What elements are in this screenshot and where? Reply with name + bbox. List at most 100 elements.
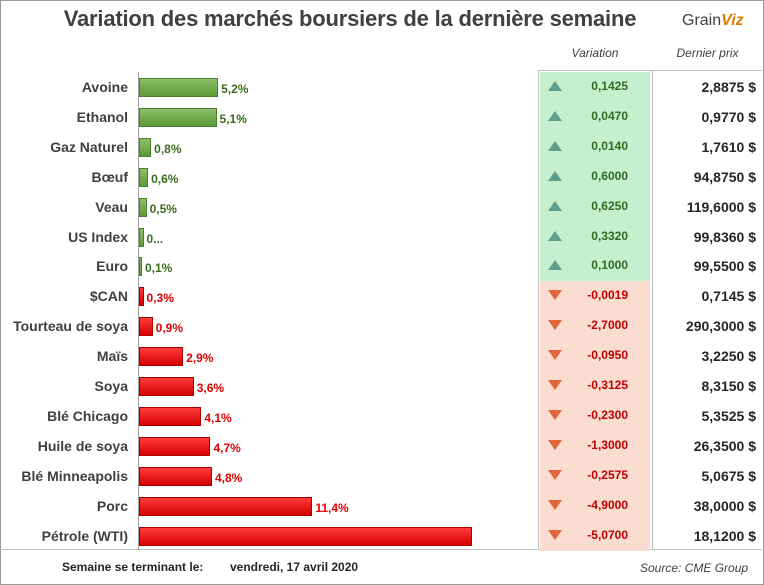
triangle-up-icon [548, 140, 562, 151]
category-label: Pétrole (WTI) [41, 527, 128, 544]
bar [139, 227, 144, 247]
category-label: US Index [68, 228, 128, 245]
footer-date: vendredi, 17 avril 2020 [230, 560, 359, 574]
category-label: Blé Chicago [47, 407, 128, 424]
variation-cell: -2,7000 [540, 311, 650, 342]
footer-label: Semaine se terminant le: [62, 560, 204, 574]
bar [139, 257, 142, 277]
variation-cell: 0,3320 [540, 221, 650, 252]
category-label: Euro [96, 258, 128, 275]
data-label: 0,8% [154, 141, 182, 156]
variation-cell: -5,0700 [540, 520, 650, 551]
last-price-header: Dernier prix [676, 46, 739, 60]
triangle-up-icon [548, 260, 562, 271]
category-label: Gaz Naturel [50, 138, 128, 155]
variation-cell: -4,9000 [540, 490, 650, 521]
last-price-value: 38,0000 $ [693, 497, 756, 514]
last-price-value: 0,7145 $ [701, 288, 757, 305]
triangle-up-icon [548, 81, 562, 91]
last-price-value: 2,8875 $ [701, 79, 757, 95]
triangle-down-icon [548, 469, 562, 480]
table-divider-left [538, 70, 539, 549]
data-label: 5,2% [221, 82, 249, 96]
variation-value: 0,0470 [591, 108, 628, 123]
bar [139, 406, 202, 426]
last-price-value: 5,3525 $ [701, 407, 757, 424]
variation-cell: 0,1425 [540, 72, 650, 102]
data-label: 4,8% [214, 470, 243, 485]
last-price-value: 99,5500 $ [693, 258, 756, 275]
triangle-down-icon [548, 499, 562, 510]
category-label: Soya [94, 378, 128, 394]
page-title: Variation des marchés boursiers de la de… [63, 6, 637, 31]
variation-value: -0,2300 [587, 407, 628, 422]
data-label: 0,5% [149, 201, 177, 216]
variation-value: 0,1425 [591, 79, 628, 93]
bar [139, 287, 144, 307]
variation-cell: -0,3125 [540, 371, 650, 401]
variation-value: 0,1000 [591, 258, 628, 273]
variation-value: 0,0140 [591, 138, 628, 153]
table-top-rule [538, 70, 762, 71]
last-price-value: 18,1200 $ [693, 527, 756, 544]
triangle-down-icon [548, 529, 562, 540]
bar [139, 377, 194, 396]
triangle-up-icon [548, 200, 562, 211]
last-price-value: 0,9770 $ [701, 108, 757, 125]
last-price-value: 290,3000 $ [685, 318, 756, 335]
category-label: $CAN [89, 288, 128, 305]
data-label: 4,1% [204, 410, 232, 425]
variation-cell: -1,3000 [540, 430, 650, 461]
category-label: Bœuf [91, 168, 128, 185]
variation-cell: 0,1000 [540, 251, 650, 282]
category-label: Blé Minneapolis [21, 467, 128, 484]
variation-value: 0,3320 [591, 228, 628, 243]
last-price-value: 5,0675 $ [701, 467, 757, 484]
data-label: 2,9% [186, 351, 214, 366]
variation-cell: 0,0140 [540, 131, 650, 162]
triangle-down-icon [548, 350, 562, 361]
last-price-value: 3,2250 $ [701, 348, 757, 365]
variation-value: -4,9000 [587, 497, 628, 512]
bar [139, 107, 217, 127]
variation-value: -0,0019 [587, 288, 628, 303]
category-label: Porc [96, 497, 128, 514]
category-axis [138, 72, 139, 549]
variation-value: -0,0950 [587, 348, 628, 363]
last-price-value: 94,8750 $ [693, 168, 756, 185]
last-price-value: 26,3500 $ [693, 437, 756, 454]
variation-value: 0,6000 [591, 168, 628, 183]
variation-cell: -0,0019 [540, 281, 650, 312]
data-label: 4,7% [213, 440, 241, 455]
variation-value: -0,2575 [587, 467, 628, 482]
table-divider-mid [652, 70, 653, 549]
bar [139, 137, 152, 157]
variation-value: -2,7000 [587, 318, 628, 333]
variation-cell: 0,0470 [540, 101, 650, 132]
triangle-down-icon [548, 409, 562, 420]
category-label: Huile de soya [37, 437, 128, 454]
logo-accent: Viz [721, 12, 744, 29]
triangle-up-icon [548, 170, 562, 181]
last-price-value: 1,7610 $ [701, 138, 757, 155]
grainviz-logo: GrainViz [682, 12, 744, 30]
variation-value: -0,3125 [587, 378, 628, 392]
variation-cell: 0,6250 [540, 191, 650, 222]
bar [139, 496, 313, 516]
bar [139, 167, 149, 187]
data-label: 3,6% [196, 381, 225, 395]
bar [139, 436, 211, 456]
bar [139, 78, 219, 97]
variation-value: -5,0700 [587, 527, 628, 542]
bar [139, 347, 184, 367]
category-label: Veau [95, 198, 128, 215]
bar [139, 197, 147, 217]
category-label: Avoine [81, 79, 128, 95]
data-label: 5,1% [219, 111, 247, 126]
variation-value: 0,6250 [591, 198, 628, 213]
table-bottom-rule [0, 549, 762, 550]
data-label: 0,6% [151, 171, 179, 186]
triangle-up-icon [548, 110, 562, 121]
bar [139, 466, 212, 486]
last-price-value: 8,3150 $ [701, 378, 757, 394]
